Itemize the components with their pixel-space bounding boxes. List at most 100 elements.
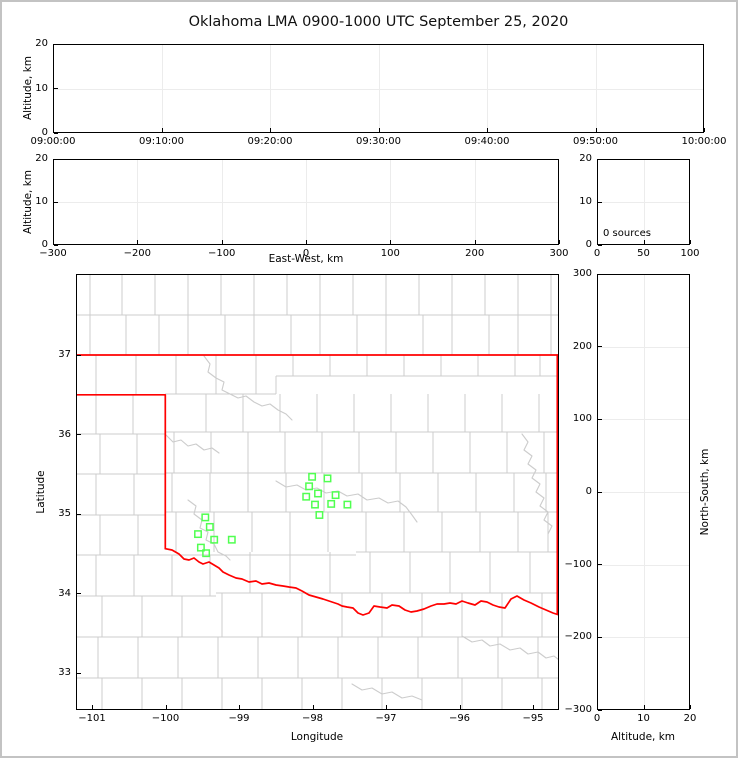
y-tick-label: 0 xyxy=(585,239,592,250)
y-tick-mark xyxy=(77,434,81,436)
gridline xyxy=(598,346,689,348)
x-tick-label: −96 xyxy=(448,713,471,724)
y-tick-mark xyxy=(598,244,602,246)
lma-station-markers xyxy=(194,472,352,558)
y-tick-mark xyxy=(54,88,58,89)
x-tick-mark xyxy=(312,705,314,709)
x-tick-label: 09:10:00 xyxy=(139,136,184,147)
ns-panel-xlabel: Altitude, km xyxy=(610,731,676,743)
x-tick-label: 09:30:00 xyxy=(356,136,401,147)
x-tick-label: −99 xyxy=(228,713,250,724)
x-tick-label: −100 xyxy=(151,713,180,724)
y-tick-label: 0 xyxy=(41,239,48,250)
y-tick-label: 20 xyxy=(35,153,48,164)
lma-station-marker xyxy=(327,499,336,508)
y-tick-mark xyxy=(77,354,81,356)
y-tick-label: 0 xyxy=(585,486,592,497)
x-tick-mark xyxy=(390,240,392,244)
y-tick-label: 34 xyxy=(58,587,71,599)
x-tick-label: 0 xyxy=(593,713,601,724)
x-tick-mark xyxy=(559,240,560,244)
y-tick-mark xyxy=(598,709,602,711)
x-tick-label: 09:20:00 xyxy=(247,136,293,147)
gridline xyxy=(598,637,689,639)
x-tick-mark xyxy=(597,240,598,244)
x-tick-label: −200 xyxy=(123,248,152,259)
gridline xyxy=(598,492,689,493)
y-tick-label: 20 xyxy=(35,38,48,49)
y-tick-mark xyxy=(598,158,602,160)
x-tick-label: −95 xyxy=(522,713,544,724)
x-tick-mark xyxy=(690,240,691,244)
y-tick-label: 35 xyxy=(58,508,71,520)
x-tick-mark xyxy=(239,705,240,709)
x-tick-label: −98 xyxy=(301,713,324,724)
lma-station-marker xyxy=(201,513,210,522)
y-tick-label: 100 xyxy=(572,413,592,425)
x-tick-mark xyxy=(690,705,691,709)
x-tick-mark xyxy=(161,128,163,132)
lma-station-marker xyxy=(205,522,214,531)
x-tick-mark xyxy=(53,240,54,244)
x-tick-label: −300 xyxy=(39,248,67,259)
x-tick-mark xyxy=(270,128,271,132)
lma-station-marker xyxy=(331,491,340,500)
x-tick-mark xyxy=(597,705,598,709)
map-canvas xyxy=(76,274,559,710)
plan-view-map-panel xyxy=(76,274,559,710)
y-tick-label: 36 xyxy=(58,428,71,440)
figure-title: Oklahoma LMA 0900-1000 UTC September 25,… xyxy=(188,14,569,30)
x-tick-mark xyxy=(386,705,387,709)
lma-station-marker xyxy=(308,472,317,481)
x-tick-mark xyxy=(137,240,139,244)
lma-station-marker xyxy=(302,492,311,501)
x-tick-mark xyxy=(643,240,645,244)
x-tick-label: 09:40:00 xyxy=(464,136,510,147)
y-tick-mark xyxy=(598,564,602,566)
y-tick-label: 10 xyxy=(579,196,592,207)
eastwest-altitude-panel xyxy=(53,159,559,245)
x-tick-label: −97 xyxy=(375,713,397,724)
lma-station-marker xyxy=(194,530,202,539)
gridline xyxy=(54,202,558,203)
y-tick-mark xyxy=(598,346,602,348)
lma-station-marker xyxy=(227,535,236,544)
map-ylabel: Latitude xyxy=(35,470,47,514)
x-tick-label: 50 xyxy=(637,248,650,259)
gridline xyxy=(598,564,689,566)
x-tick-mark xyxy=(487,128,488,132)
x-tick-mark xyxy=(92,705,93,709)
source-count-panel xyxy=(597,159,690,245)
y-tick-label: 10 xyxy=(35,196,48,207)
y-tick-mark xyxy=(598,273,602,275)
x-tick-label: 300 xyxy=(549,248,569,259)
y-tick-mark xyxy=(598,491,602,493)
x-tick-label: 09:50:00 xyxy=(573,136,618,147)
lma-station-marker xyxy=(343,500,352,509)
x-tick-mark xyxy=(533,705,534,709)
x-tick-label: 0 xyxy=(302,248,310,259)
x-tick-label: 20 xyxy=(683,713,697,724)
x-tick-label: −101 xyxy=(78,713,106,724)
y-tick-mark xyxy=(598,418,602,420)
gridline xyxy=(54,88,703,90)
lma-station-marker xyxy=(202,549,211,558)
time-altitude-panel xyxy=(53,44,704,133)
y-tick-mark xyxy=(54,132,58,134)
y-tick-mark xyxy=(598,201,602,203)
y-tick-mark xyxy=(54,244,58,246)
y-tick-mark xyxy=(54,201,58,203)
y-tick-label: −300 xyxy=(564,704,592,715)
x-tick-mark xyxy=(474,240,476,244)
y-tick-label: 10 xyxy=(35,82,48,94)
x-tick-mark xyxy=(704,128,705,132)
lma-station-marker xyxy=(323,474,332,483)
y-tick-mark xyxy=(77,672,81,674)
x-tick-label: 09:00:00 xyxy=(30,136,76,147)
lma-station-marker xyxy=(314,489,322,498)
y-tick-label: 37 xyxy=(58,349,71,360)
x-tick-label: 10 xyxy=(637,713,650,724)
y-tick-mark xyxy=(598,636,602,638)
x-tick-mark xyxy=(306,240,307,244)
